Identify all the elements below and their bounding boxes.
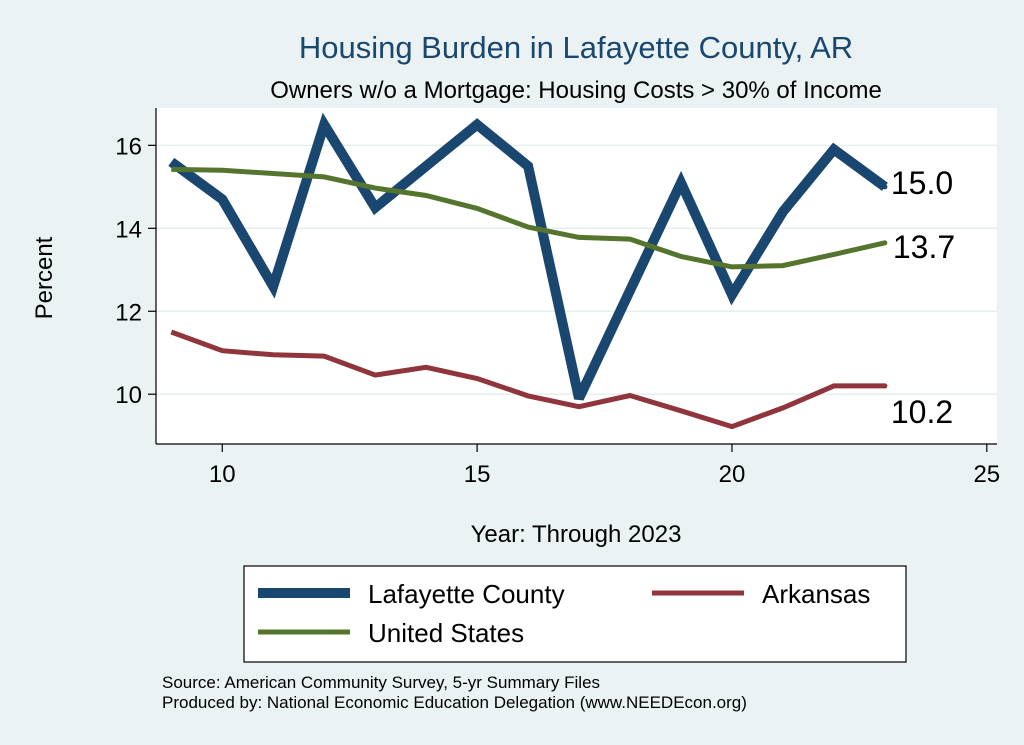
x-tick-label-15: 15 <box>464 461 491 488</box>
y-tick-label-14: 14 <box>115 216 142 243</box>
source-line: Source: American Community Survey, 5-yr … <box>162 673 600 692</box>
x-tick-label-10: 10 <box>209 461 236 488</box>
legend-box <box>243 565 907 663</box>
end-label-arkansas: 10.2 <box>891 394 953 430</box>
series-end-point-lafayette-county <box>882 184 888 190</box>
y-tick-label-10: 10 <box>115 382 142 409</box>
y-tick-label-12: 12 <box>115 299 142 326</box>
chart-title: Housing Burden in Lafayette County, AR <box>299 30 853 65</box>
axes: 10 12 14 16 10 15 20 25 <box>115 108 1000 488</box>
legend-label-lafayette-county: Lafayette County <box>368 579 565 609</box>
x-tick-label-20: 20 <box>719 461 746 488</box>
end-label-lafayette-county: 15.0 <box>891 165 953 201</box>
chart-subtitle: Owners w/o a Mortgage: Housing Costs > 3… <box>270 77 882 104</box>
legend: Lafayette County Arkansas United States <box>243 565 907 663</box>
series-end-point-arkansas <box>882 383 888 389</box>
series-line-arkansas <box>170 329 885 430</box>
series-line-lafayette-county <box>168 112 888 401</box>
series-end-point-united-states <box>882 240 888 246</box>
y-tick-label-16: 16 <box>115 133 142 160</box>
series-line-united-states <box>171 166 886 270</box>
end-labels: 15.0 10.2 13.7 <box>891 165 955 430</box>
producer-line: Produced by: National Economic Education… <box>162 693 747 712</box>
end-label-united-states: 13.7 <box>893 229 955 265</box>
legend-label-arkansas: Arkansas <box>762 579 870 609</box>
legend-label-united-states: United States <box>368 618 524 648</box>
y-axis-label: Percent <box>31 236 58 319</box>
series-layer <box>168 112 888 430</box>
x-axis-label: Year: Through 2023 <box>471 521 682 548</box>
x-tick-label-25: 25 <box>973 461 1000 488</box>
